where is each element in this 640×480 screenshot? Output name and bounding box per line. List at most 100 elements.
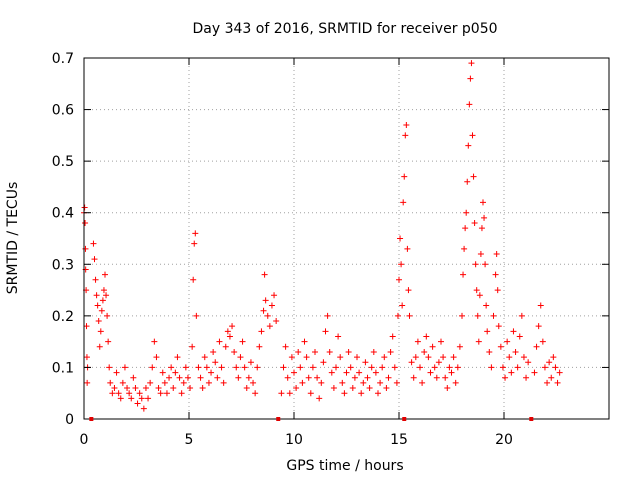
data-point (433, 374, 440, 381)
data-point (151, 338, 158, 345)
data-point (97, 328, 104, 335)
data-point (398, 261, 405, 268)
data-point (341, 390, 348, 397)
data-point (172, 369, 179, 376)
data-point (187, 385, 194, 392)
data-point (326, 348, 333, 355)
data-point (539, 338, 546, 345)
data-point (210, 348, 217, 355)
data-gap-marker (276, 417, 281, 421)
data-point (316, 395, 323, 402)
data-point (199, 385, 206, 392)
data-point (368, 364, 375, 371)
data-point (224, 328, 231, 335)
data-point (389, 333, 396, 340)
data-point (252, 390, 259, 397)
data-point (226, 333, 233, 340)
data-point (469, 132, 476, 139)
data-point (467, 75, 474, 82)
data-point (514, 364, 521, 371)
data-point (201, 354, 208, 361)
data-point (360, 379, 367, 386)
data-point (98, 307, 105, 314)
data-point (314, 374, 321, 381)
data-point (203, 364, 210, 371)
data-point (312, 348, 318, 355)
data-point (349, 385, 356, 392)
data-point (119, 379, 126, 386)
data-point (484, 328, 491, 335)
data-point (216, 338, 223, 345)
data-point (147, 379, 154, 386)
data-point (406, 312, 413, 319)
data-gap-markers (89, 417, 534, 421)
data-point (176, 374, 183, 381)
data-point (262, 297, 269, 304)
data-point (461, 245, 468, 252)
data-point (372, 369, 379, 376)
x-tick-label: 5 (185, 432, 194, 448)
data-point (423, 333, 430, 340)
data-point (229, 323, 236, 330)
data-point (166, 374, 173, 381)
data-point (401, 173, 408, 180)
data-point (497, 343, 504, 350)
data-point (387, 348, 394, 355)
data-point (128, 395, 135, 402)
data-points (81, 60, 563, 412)
data-point (419, 379, 426, 386)
data-point (425, 354, 432, 361)
data-point (243, 385, 250, 392)
data-point (460, 271, 467, 278)
data-point (356, 369, 363, 376)
data-point (482, 261, 489, 268)
data-point (273, 318, 280, 325)
data-point (318, 379, 325, 386)
data-point (431, 364, 438, 371)
y-tick-label: 0.7 (52, 51, 74, 67)
y-tick-label: 0.1 (52, 360, 74, 376)
data-point (493, 250, 500, 257)
data-point (208, 369, 215, 376)
data-point (91, 256, 98, 263)
data-point (535, 323, 542, 330)
data-point (138, 395, 145, 402)
data-point (231, 348, 238, 355)
data-point (109, 390, 116, 397)
data-point (136, 390, 143, 397)
data-gap-marker (89, 417, 94, 421)
x-tick-label: 0 (80, 432, 89, 448)
data-point (393, 379, 400, 386)
data-point (472, 261, 479, 268)
data-point (379, 364, 386, 371)
y-tick-label: 0.4 (52, 206, 74, 222)
data-point (520, 354, 527, 361)
data-point (303, 354, 310, 361)
data-point (180, 379, 187, 386)
data-point (286, 390, 293, 397)
data-point (483, 302, 490, 309)
y-tick-label: 0.3 (52, 257, 74, 273)
data-point (335, 333, 342, 340)
data-point (462, 225, 469, 232)
data-point (421, 348, 428, 355)
data-point (195, 364, 202, 371)
x-tick-label: 20 (495, 432, 513, 448)
data-point (470, 173, 477, 180)
data-point (192, 230, 199, 237)
data-point (435, 359, 442, 366)
data-point (191, 240, 198, 247)
data-point (157, 390, 164, 397)
data-point (345, 348, 352, 355)
data-point (362, 359, 369, 366)
data-point (102, 271, 108, 278)
x-tick-label: 10 (285, 432, 303, 448)
data-point (220, 379, 227, 386)
data-point (518, 312, 525, 319)
data-point (354, 354, 360, 361)
data-point (508, 369, 515, 376)
data-point (381, 354, 388, 361)
data-point (237, 354, 244, 361)
data-point (473, 287, 480, 294)
data-point (159, 369, 166, 376)
